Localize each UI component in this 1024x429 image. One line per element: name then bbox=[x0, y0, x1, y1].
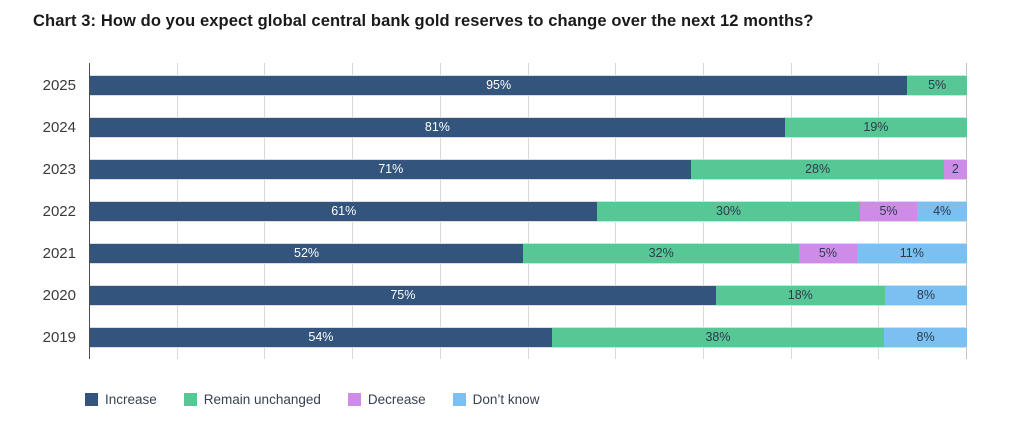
bar-segment-decrease: 5% bbox=[799, 244, 857, 263]
bar-value-label: 5% bbox=[928, 78, 947, 93]
plot-area: 95% 5% 81% 19% 71% 28% 2 61% 30% 5% 4% 52% 32% 5% 11% 7… bbox=[89, 63, 967, 359]
chart-title: Chart 3: How do you expect global centra… bbox=[33, 12, 814, 30]
bar-value-label: 4% bbox=[933, 204, 952, 219]
bar-segment-increase: 75% bbox=[90, 286, 716, 305]
bar-segment-remain_unchanged: 28% bbox=[691, 160, 944, 179]
axis-year-label: 2022 bbox=[42, 203, 76, 220]
bar-value-label: 54% bbox=[308, 330, 334, 345]
bar-segment-dont_know: 4% bbox=[917, 202, 967, 221]
bar-value-label: 19% bbox=[863, 120, 889, 135]
bar-segment-remain_unchanged: 19% bbox=[784, 118, 967, 137]
legend-item-remain_unchanged: Remain unchanged bbox=[183, 392, 321, 407]
bar-value-label: 8% bbox=[916, 330, 935, 345]
bar-segment-remain_unchanged: 38% bbox=[551, 328, 885, 347]
bar-segment-increase: 71% bbox=[90, 160, 692, 179]
bar-row-2019: 54% 38% 8% bbox=[90, 327, 967, 348]
legend-swatch-dont_know bbox=[452, 393, 466, 406]
axis-year-label: 2023 bbox=[42, 161, 76, 178]
bar-segment-increase: 81% bbox=[90, 118, 785, 137]
bar-value-label: 32% bbox=[648, 246, 674, 261]
bar-row-2020: 75% 18% 8% bbox=[90, 285, 967, 306]
bar-row-2023: 71% 28% 2 bbox=[90, 159, 967, 180]
bar-segment-remain_unchanged: 18% bbox=[715, 286, 885, 305]
bar-segment-dont_know: 11% bbox=[856, 244, 967, 263]
bar-value-label: 71% bbox=[378, 162, 404, 177]
bar-segment-increase: 61% bbox=[90, 202, 598, 221]
bar-segment-remain_unchanged: 30% bbox=[597, 202, 860, 221]
bar-segment-dont_know: 8% bbox=[884, 286, 967, 305]
bar-value-label: 38% bbox=[705, 330, 731, 345]
legend-swatch-remain_unchanged bbox=[183, 393, 197, 406]
legend-item-increase: Increase bbox=[85, 392, 157, 407]
legend-swatch-decrease bbox=[347, 393, 361, 406]
bar-segment-remain_unchanged: 32% bbox=[523, 244, 800, 263]
bar-row-2021: 52% 32% 5% 11% bbox=[90, 243, 967, 264]
bar-value-label: 95% bbox=[486, 78, 512, 93]
bar-segment-remain_unchanged: 5% bbox=[907, 76, 967, 95]
legend-label: Increase bbox=[105, 392, 157, 407]
bar-value-label: 18% bbox=[787, 288, 813, 303]
bar-segment-decrease: 5% bbox=[859, 202, 918, 221]
axis-year-label: 2025 bbox=[42, 77, 76, 94]
bar-value-label: 30% bbox=[716, 204, 742, 219]
legend-label: Don’t know bbox=[472, 392, 540, 407]
bar-value-label: 28% bbox=[805, 162, 831, 177]
legend-item-decrease: Decrease bbox=[347, 392, 426, 407]
bar-value-label: 75% bbox=[390, 288, 416, 303]
bar-segment-dont_know: 8% bbox=[884, 328, 967, 347]
bar-segment-increase: 95% bbox=[90, 76, 908, 95]
legend-label: Decrease bbox=[367, 392, 426, 407]
axis-year-label: 2024 bbox=[42, 119, 76, 136]
axis-year-label: 2019 bbox=[42, 329, 76, 346]
bar-value-label: 5% bbox=[818, 246, 837, 261]
bar-value-label: 2 bbox=[951, 162, 959, 177]
axis-year-label: 2021 bbox=[42, 245, 76, 262]
bar-value-label: 52% bbox=[294, 246, 320, 261]
bar-value-label: 5% bbox=[879, 204, 898, 219]
legend: Increase Remain unchanged Decrease Don’t kn… bbox=[85, 392, 539, 407]
bar-value-label: 81% bbox=[424, 120, 450, 135]
bar-segment-increase: 52% bbox=[90, 244, 524, 263]
bar-segment-decrease: 2 bbox=[943, 160, 967, 179]
legend-item-dont_know: Don’t know bbox=[452, 392, 540, 407]
bar-row-2025: 95% 5% bbox=[90, 75, 967, 96]
bar-segment-increase: 54% bbox=[90, 328, 552, 347]
bar-value-label: 8% bbox=[916, 288, 935, 303]
legend-swatch-increase bbox=[85, 393, 98, 406]
axis-year-label: 2020 bbox=[42, 287, 76, 304]
bar-value-label: 61% bbox=[331, 204, 357, 219]
bar-row-2022: 61% 30% 5% 4% bbox=[90, 201, 967, 222]
legend-label: Remain unchanged bbox=[203, 392, 321, 407]
bar-row-2024: 81% 19% bbox=[90, 117, 967, 138]
bar-value-label: 11% bbox=[899, 246, 924, 261]
